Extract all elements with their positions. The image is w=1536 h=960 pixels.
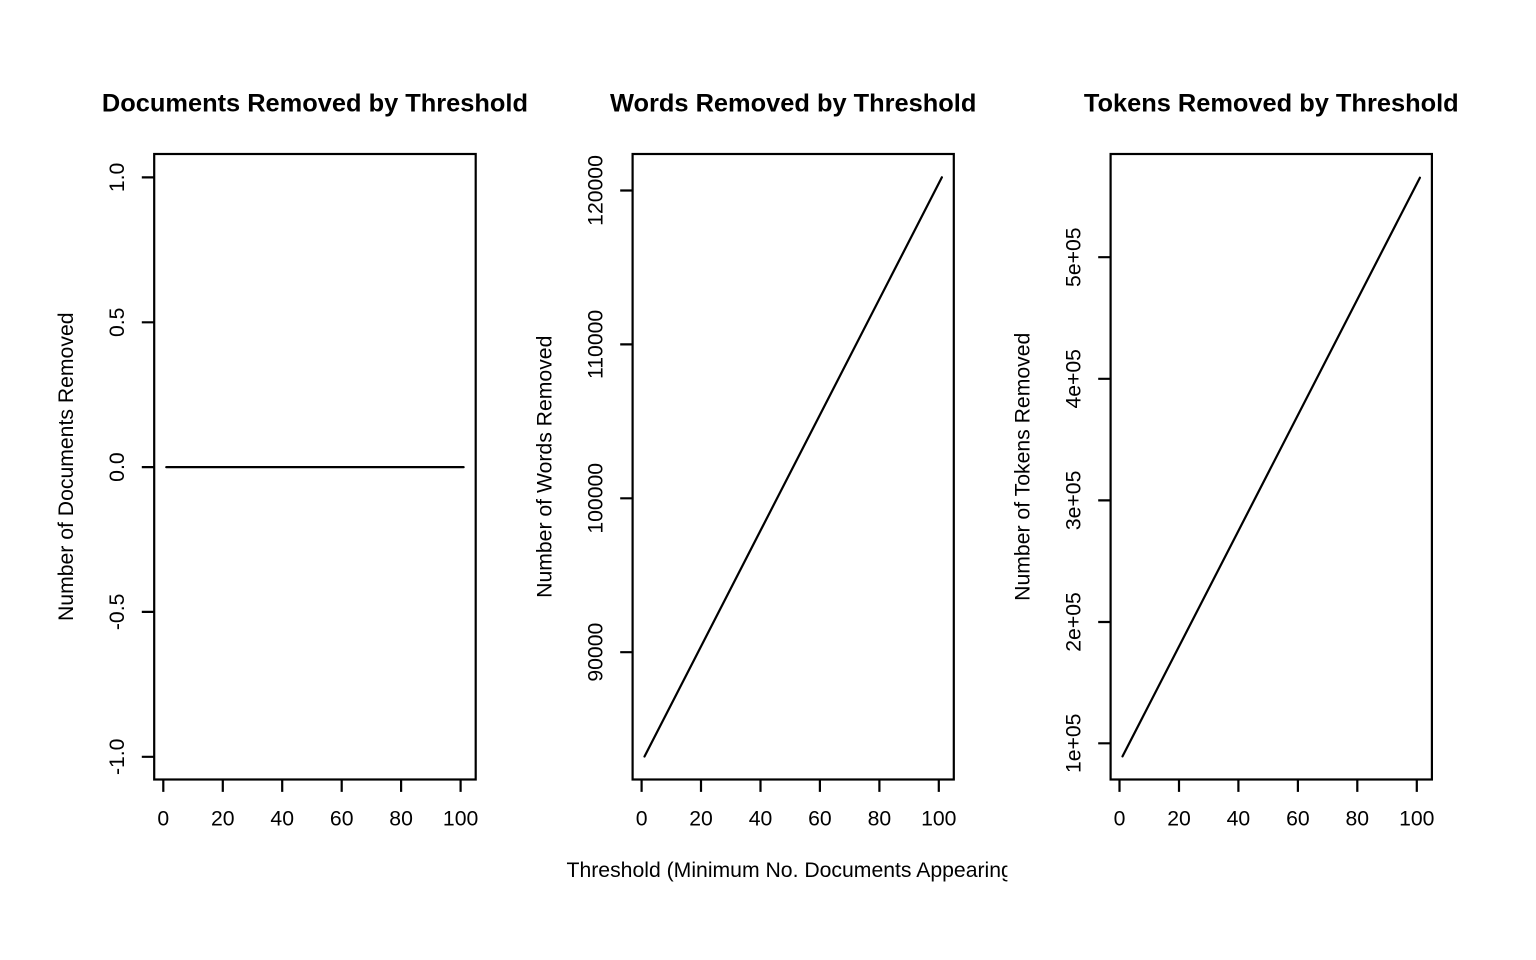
svg-text:-1.0: -1.0 bbox=[106, 739, 129, 776]
svg-text:80: 80 bbox=[389, 808, 413, 831]
svg-text:20: 20 bbox=[211, 808, 235, 831]
svg-text:0.5: 0.5 bbox=[106, 308, 129, 337]
svg-text:Words Removed by Threshold: Words Removed by Threshold bbox=[610, 90, 976, 118]
svg-text:0: 0 bbox=[1114, 808, 1126, 831]
svg-text:Number of Tokens Removed: Number of Tokens Removed bbox=[1011, 333, 1034, 601]
svg-text:2e+05: 2e+05 bbox=[1062, 592, 1085, 652]
svg-text:3e+05: 3e+05 bbox=[1062, 471, 1085, 531]
svg-text:120000: 120000 bbox=[584, 155, 607, 226]
svg-text:40: 40 bbox=[749, 808, 773, 831]
svg-text:60: 60 bbox=[330, 808, 354, 831]
svg-text:90000: 90000 bbox=[584, 623, 607, 682]
svg-text:Number of Documents Removed: Number of Documents Removed bbox=[55, 312, 78, 621]
svg-text:110000: 110000 bbox=[584, 310, 607, 379]
svg-text:40: 40 bbox=[270, 808, 294, 831]
svg-text:1.0: 1.0 bbox=[106, 163, 129, 192]
svg-text:80: 80 bbox=[1346, 808, 1370, 831]
svg-text:100: 100 bbox=[1399, 808, 1434, 831]
svg-text:60: 60 bbox=[1286, 808, 1310, 831]
svg-text:0.0: 0.0 bbox=[106, 452, 129, 481]
svg-text:Documents Removed by Threshold: Documents Removed by Threshold bbox=[102, 90, 528, 118]
svg-text:20: 20 bbox=[1167, 808, 1191, 831]
svg-text:80: 80 bbox=[868, 808, 892, 831]
svg-text:1e+05: 1e+05 bbox=[1062, 714, 1085, 774]
svg-text:Tokens Removed by Threshold: Tokens Removed by Threshold bbox=[1084, 90, 1459, 118]
svg-text:20: 20 bbox=[689, 808, 713, 831]
svg-text:100: 100 bbox=[443, 808, 478, 831]
svg-text:40: 40 bbox=[1227, 808, 1251, 831]
svg-text:100: 100 bbox=[921, 808, 956, 831]
svg-text:Number of Words Removed: Number of Words Removed bbox=[533, 336, 556, 598]
svg-text:0: 0 bbox=[636, 808, 648, 831]
svg-text:-0.5: -0.5 bbox=[106, 594, 129, 631]
svg-text:5e+05: 5e+05 bbox=[1062, 227, 1085, 287]
svg-text:0: 0 bbox=[157, 808, 169, 831]
svg-text:60: 60 bbox=[808, 808, 832, 831]
svg-text:Threshold (Minimum No. Documen: Threshold (Minimum No. Documents Appeari… bbox=[567, 859, 1020, 882]
svg-text:4e+05: 4e+05 bbox=[1062, 349, 1085, 409]
svg-text:100000: 100000 bbox=[584, 463, 607, 534]
